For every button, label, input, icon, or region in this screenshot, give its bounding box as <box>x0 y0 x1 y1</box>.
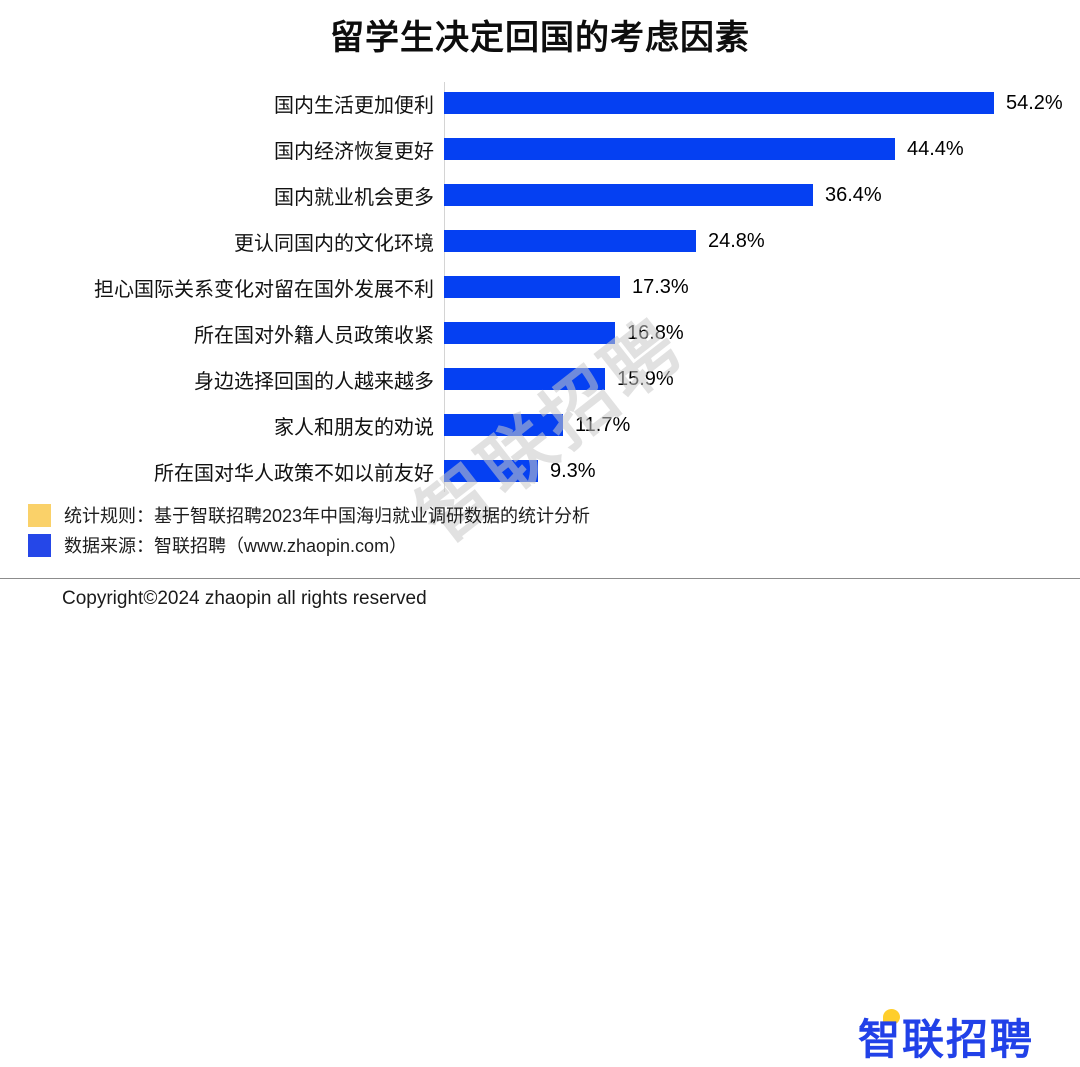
legend-label-rule: 统计规则：基于智联招聘2023年中国海归就业调研数据的统计分析 <box>64 506 591 526</box>
bar-chart: 国内生活更加便利 54.2% 国内经济恢复更好 44.4% 国内就业机会更多 36.4% 更… <box>0 80 1080 558</box>
bar <box>444 322 615 344</box>
category-label: 国内就业机会更多 <box>274 186 434 209</box>
bar <box>444 460 538 482</box>
legend-swatch-yellow-square <box>28 503 51 527</box>
category-label: 所在国对华人政策不如以前友好 <box>154 462 434 485</box>
bar-row: 国内就业机会更多 36.4% <box>0 172 1080 218</box>
bar <box>444 92 994 114</box>
legend-item-rule: 统计规则：基于智联招聘2023年中国海归就业调研数据的统计分析 <box>28 503 590 527</box>
value-label: 16.8% <box>627 321 684 344</box>
bar <box>444 184 813 206</box>
value-label: 17.3% <box>632 275 689 298</box>
copyright-text: Copyright©2024 zhaopin all rights reserv… <box>62 588 427 609</box>
category-label: 担心国际关系变化对留在国外发展不利 <box>94 278 434 301</box>
legend-swatch-blue-square <box>28 533 51 557</box>
bar <box>444 276 620 298</box>
bar <box>444 138 895 160</box>
bar-row: 身边选择回国的人越来越多 15.9% <box>0 356 1080 402</box>
bar-row: 国内生活更加便利 54.2% <box>0 80 1080 126</box>
value-label: 15.9% <box>617 367 674 390</box>
bar-row: 所在国对华人政策不如以前友好 9.3% <box>0 448 1080 494</box>
zhaopin-logo: 智联招聘 <box>858 1006 1070 1063</box>
bar <box>444 368 605 390</box>
value-label: 36.4% <box>825 183 882 206</box>
bar-row: 担心国际关系变化对留在国外发展不利 17.3% <box>0 264 1080 310</box>
bar <box>444 414 563 436</box>
legend-label-source: 数据来源：智联招聘（www.zhaopin.com） <box>64 536 408 556</box>
chart-title: 留学生决定回国的考虑因素 <box>330 19 750 57</box>
category-label: 更认同国内的文化环境 <box>234 232 434 255</box>
value-label: 54.2% <box>1006 91 1063 114</box>
value-label: 11.7% <box>575 413 631 436</box>
bar-row: 家人和朋友的劝说 11.7% <box>0 402 1080 448</box>
category-label: 国内经济恢复更好 <box>274 140 434 163</box>
value-label: 9.3% <box>550 459 596 482</box>
bar-rows: 国内生活更加便利 54.2% 国内经济恢复更好 44.4% 国内就业机会更多 36.4% 更… <box>0 80 1080 494</box>
category-label: 国内生活更加便利 <box>274 94 434 117</box>
category-label: 所在国对外籍人员政策收紧 <box>194 324 434 347</box>
bar <box>444 230 696 252</box>
value-label: 44.4% <box>907 137 964 160</box>
legend-item-source: 数据来源：智联招聘（www.zhaopin.com） <box>28 533 407 557</box>
footer-divider <box>0 578 1080 579</box>
value-label: 24.8% <box>708 229 765 252</box>
category-label: 身边选择回国的人越来越多 <box>194 370 434 393</box>
bar-row: 所在国对外籍人员政策收紧 16.8% <box>0 310 1080 356</box>
category-label: 家人和朋友的劝说 <box>274 416 434 439</box>
logo-text: 智联招聘 <box>858 1016 1035 1063</box>
legend: 统计规则：基于智联招聘2023年中国海归就业调研数据的统计分析 数据来源：智联招… <box>0 500 1080 1063</box>
bar-row: 国内经济恢复更好 44.4% <box>0 126 1080 172</box>
bar-row: 更认同国内的文化环境 24.8% <box>0 218 1080 264</box>
